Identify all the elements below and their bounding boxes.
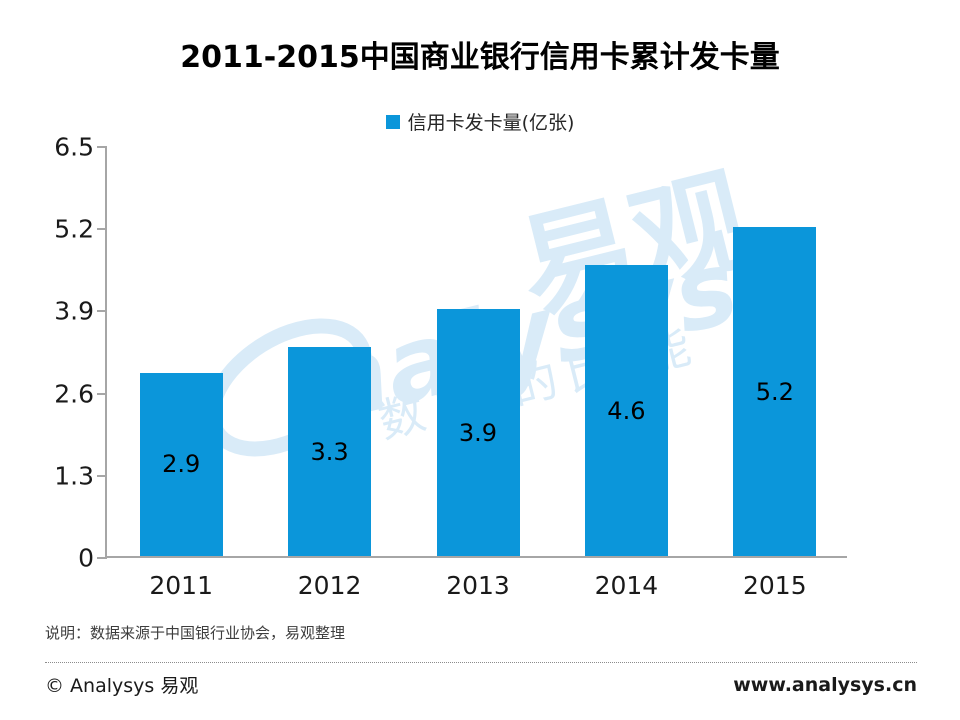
y-axis-label: 2.6: [54, 379, 94, 409]
y-axis-label: 3.9: [54, 296, 94, 326]
bar-value-label: 3.3: [310, 437, 349, 466]
x-axis-label: 2013: [446, 571, 510, 600]
plot-area: 0 1.3 2.6 3.9 5.2 6.5 2.9 2011 3.3 2012 3.9 2013 4.6…: [54, 133, 847, 600]
y-axis-label: 6.5: [54, 132, 94, 162]
bar-2014: 4.6: [584, 265, 668, 556]
y-axis-label: 5.2: [54, 214, 94, 244]
y-axis-label: 1.3: [54, 461, 94, 491]
bar-value-label: 2.9: [162, 450, 201, 479]
bar-value-label: 5.2: [755, 377, 794, 406]
legend-swatch-icon: [385, 114, 400, 129]
chart-title: 2011-2015中国商业银行信用卡累计发卡量: [180, 40, 780, 75]
bar-value-label: 4.6: [607, 396, 646, 425]
bar-2012: 3.3: [288, 347, 372, 556]
y-axis-tick: [97, 310, 107, 313]
footer-divider: [45, 662, 917, 663]
bar-2013: 3.9: [436, 309, 520, 556]
source-note: 说明：数据来源于中国银行业协会，易观整理: [45, 624, 346, 642]
x-axis-label: 2012: [297, 571, 362, 600]
y-axis-tick: [97, 474, 107, 477]
footer: © Analysys 易观 www.analysys.cn: [45, 671, 917, 698]
y-axis-tick: [97, 228, 107, 231]
x-axis-label: 2011: [149, 571, 213, 600]
legend-label: 信用卡发卡量(亿张): [407, 112, 575, 134]
footer-website: www.analysys.cn: [733, 673, 917, 696]
bar-value-label: 3.9: [458, 418, 498, 447]
x-axis-label: 2015: [742, 571, 807, 600]
bar-2011: 2.9: [139, 372, 223, 556]
y-axis-tick: [97, 146, 107, 148]
bar-2015: 5.2: [733, 227, 817, 556]
y-axis-tick: [97, 392, 107, 395]
legend: 信用卡发卡量(亿张): [0, 108, 960, 135]
footer-copyright: © Analysys 易观: [45, 675, 199, 697]
y-axis-tick: [97, 557, 107, 559]
x-axis-label: 2014: [594, 571, 659, 600]
y-axis-label: 0: [78, 543, 94, 573]
